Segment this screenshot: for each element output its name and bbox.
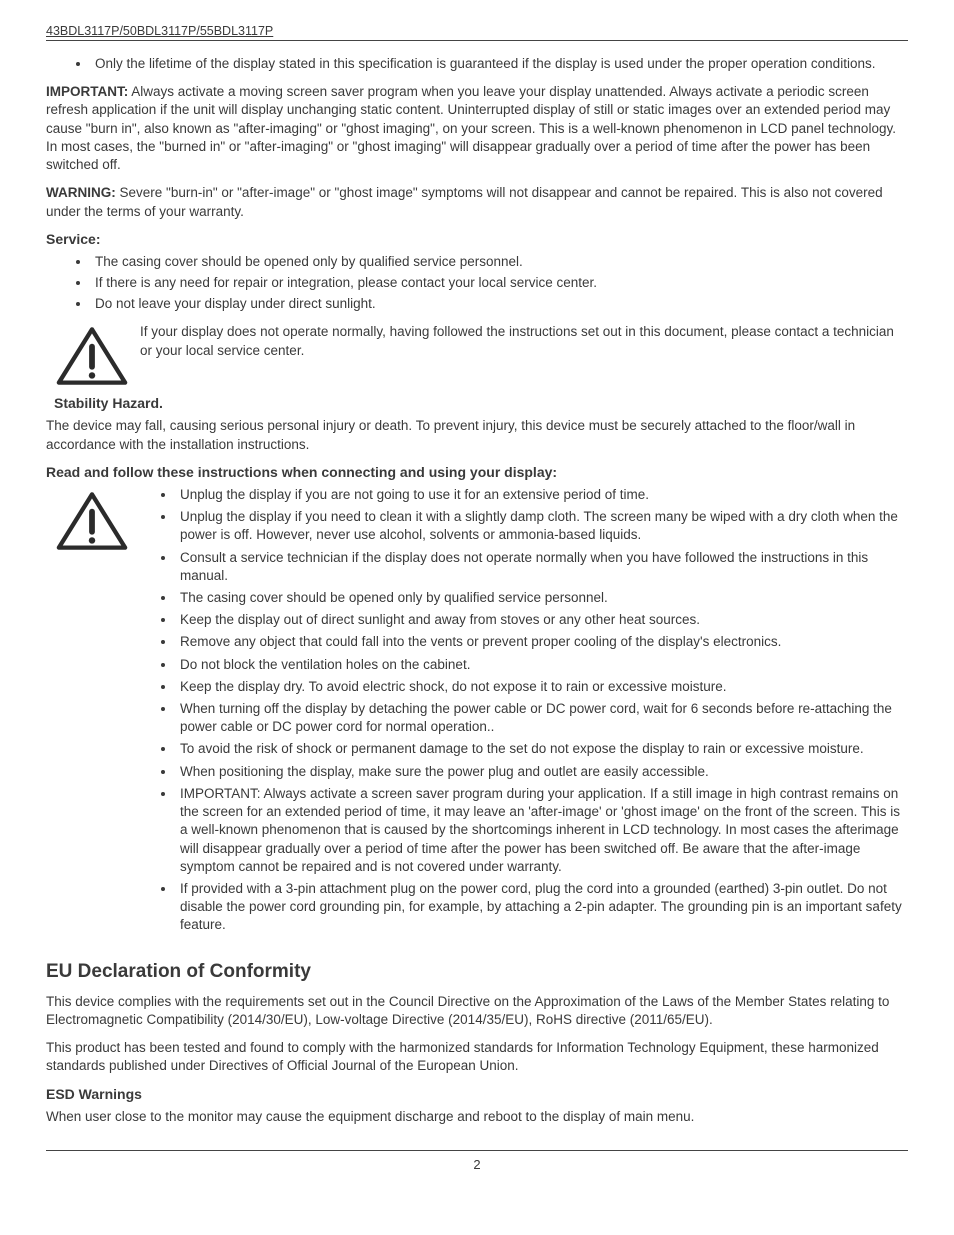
instructions-block: Unplug the display if you are not going … [46, 486, 908, 945]
eu-heading: EU Declaration of Conformity [46, 961, 908, 983]
list-item: Do not leave your display under direct s… [91, 295, 908, 313]
list-item: When turning off the display by detachin… [176, 700, 908, 736]
service-list: The casing cover should be opened only b… [46, 253, 908, 314]
caution-icon [56, 325, 128, 387]
list-item: Consult a service technician if the disp… [176, 549, 908, 585]
eu-p2: This product has been tested and found t… [46, 1039, 908, 1075]
eu-p1: This device complies with the requiremen… [46, 993, 908, 1029]
instructions-list: Unplug the display if you are not going … [46, 486, 908, 935]
list-item: Keep the display dry. To avoid electric … [176, 678, 908, 696]
service-note-text: If your display does not operate normall… [140, 323, 908, 359]
warning-label: WARNING: [46, 185, 116, 200]
important-text: Always activate a moving screen saver pr… [46, 84, 896, 172]
list-item: If provided with a 3-pin attachment plug… [176, 880, 908, 935]
stability-heading: Stability Hazard. [54, 395, 908, 411]
page-footer: 2 [46, 1150, 908, 1172]
list-item: Only the lifetime of the display stated … [91, 55, 908, 73]
list-item: Do not block the ventilation holes on th… [176, 656, 908, 674]
list-item: Unplug the display if you are not going … [176, 486, 908, 504]
list-item: The casing cover should be opened only b… [91, 253, 908, 271]
list-item: The casing cover should be opened only b… [176, 589, 908, 607]
list-item: If there is any need for repair or integ… [91, 274, 908, 292]
warning-paragraph: WARNING: Severe "burn-in" or "after-imag… [46, 184, 908, 220]
important-label: IMPORTANT: [46, 84, 128, 99]
warning-text: Severe "burn-in" or "after-image" or "gh… [46, 185, 883, 218]
list-item: Remove any object that could fall into t… [176, 633, 908, 651]
page-header-model: 43BDL3117P/50BDL3117P/55BDL3117P [46, 24, 908, 41]
service-note-row: If your display does not operate normall… [46, 323, 908, 387]
list-item: Unplug the display if you need to clean … [176, 508, 908, 544]
page-number: 2 [473, 1157, 480, 1172]
esd-text: When user close to the monitor may cause… [46, 1108, 908, 1126]
list-item: When positioning the display, make sure … [176, 763, 908, 781]
list-item: Keep the display out of direct sunlight … [176, 611, 908, 629]
list-item: To avoid the risk of shock or permanent … [176, 740, 908, 758]
instructions-heading: Read and follow these instructions when … [46, 464, 908, 480]
important-paragraph: IMPORTANT: Always activate a moving scre… [46, 83, 908, 174]
top-bullet-list: Only the lifetime of the display stated … [46, 55, 908, 73]
list-item: IMPORTANT: Always activate a screen save… [176, 785, 908, 876]
caution-icon [56, 490, 128, 552]
esd-heading: ESD Warnings [46, 1086, 908, 1102]
service-heading: Service: [46, 231, 908, 247]
stability-text: The device may fall, causing serious per… [46, 417, 908, 453]
